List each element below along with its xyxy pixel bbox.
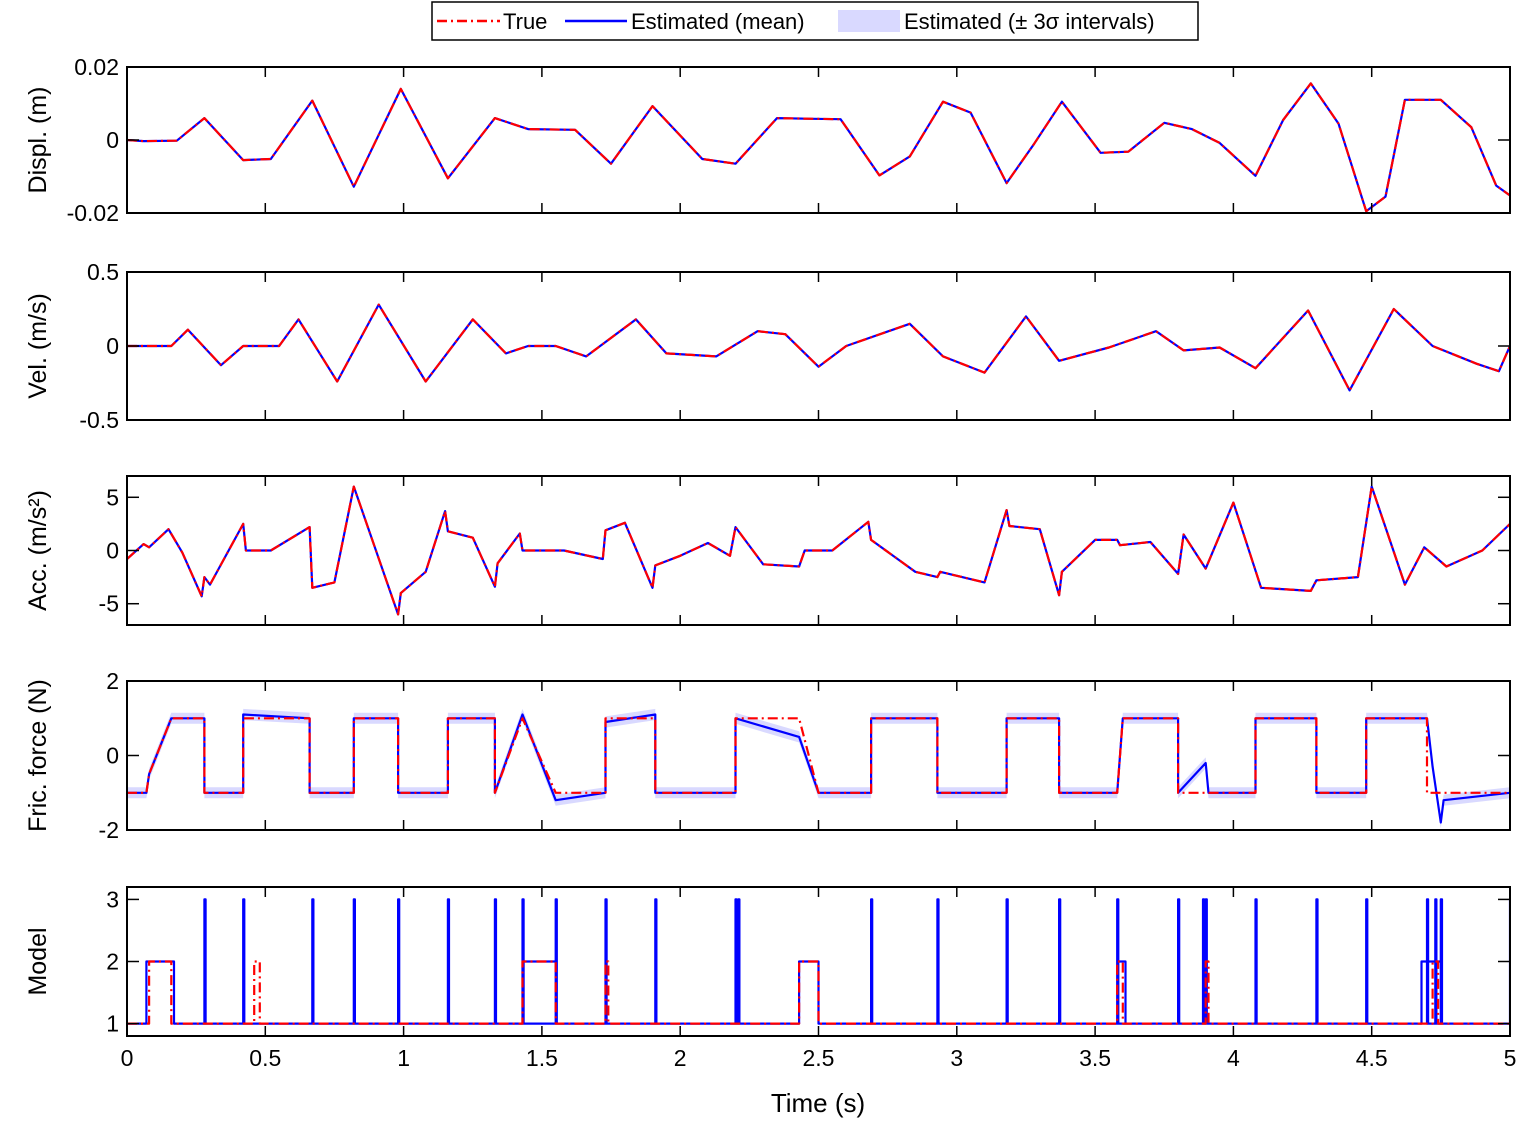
friction-force-ytick-label: 0 bbox=[106, 743, 119, 769]
panel-velocity: -0.5 0 0.5 Vel. (m/s) bbox=[24, 259, 1511, 433]
velocity-ylabel: Vel. (m/s) bbox=[24, 293, 52, 399]
displacement-ytick-label: 0.02 bbox=[74, 54, 119, 80]
velocity-plot-area bbox=[127, 303, 1510, 392]
xtick-label: 5 bbox=[1504, 1045, 1517, 1071]
acceleration-true-line bbox=[127, 485, 1510, 616]
friction-force-interval-band bbox=[127, 708, 1510, 829]
xtick-label: 1 bbox=[397, 1045, 410, 1071]
friction-force-true-line bbox=[127, 717, 1510, 794]
displacement-ytick-label: 0 bbox=[106, 127, 119, 153]
velocity-true-line bbox=[127, 303, 1510, 392]
legend-true-label: True bbox=[503, 9, 547, 34]
acceleration-ytick-label: 5 bbox=[106, 484, 119, 510]
legend-interval-swatch bbox=[838, 10, 900, 32]
displacement-plot-area bbox=[127, 82, 1510, 213]
displacement-ylabel: Displ. (m) bbox=[24, 87, 52, 194]
friction-force-ytick-label: -2 bbox=[99, 817, 119, 843]
velocity-axes-box bbox=[126, 271, 1511, 421]
xtick-label: 2 bbox=[674, 1045, 687, 1071]
acceleration-ytick-label: -5 bbox=[99, 591, 119, 617]
model-ytick-label: 1 bbox=[106, 1011, 119, 1037]
x-axis-label: Time (s) bbox=[771, 1088, 865, 1118]
acceleration-ytick-label: 0 bbox=[106, 538, 119, 564]
panel-acceleration: -5 0 5 Acc. (m/s²) bbox=[24, 475, 1511, 626]
legend-box bbox=[431, 1, 1199, 41]
legend: True Estimated (mean) Estimated (± 3σ in… bbox=[431, 1, 1199, 41]
xtick-label: 3.5 bbox=[1079, 1045, 1111, 1071]
model-ytick-label: 2 bbox=[106, 949, 119, 975]
acceleration-plot-area bbox=[127, 485, 1510, 616]
xtick-label: 2.5 bbox=[803, 1045, 835, 1071]
xtick-label: 1.5 bbox=[526, 1045, 558, 1071]
model-true-line bbox=[127, 960, 1510, 1025]
panel-displacement: -0.02 0 0.02 Displ. (m) bbox=[24, 54, 1511, 226]
model-ytick-label: 3 bbox=[106, 886, 119, 912]
legend-interval-label: Estimated (± 3σ intervals) bbox=[904, 9, 1155, 34]
velocity-ytick-label: 0 bbox=[106, 333, 119, 359]
displacement-true-line bbox=[127, 82, 1510, 213]
friction-force-ylabel: Fric. force (N) bbox=[24, 679, 52, 832]
friction-force-estimated-mean-line bbox=[127, 713, 1510, 824]
displacement-ytick-label: -0.02 bbox=[67, 200, 119, 226]
model-ylabel: Model bbox=[24, 927, 52, 995]
xtick-label: 0 bbox=[121, 1045, 134, 1071]
friction-force-plot-area bbox=[127, 708, 1510, 829]
xtick-label: 4 bbox=[1227, 1045, 1240, 1071]
panel-friction-force: -2 0 2 Fric. force (N) bbox=[24, 668, 1511, 843]
displacement-axes-box bbox=[126, 66, 1511, 214]
model-estimated-mean-line bbox=[127, 898, 1510, 1025]
xtick-label: 3 bbox=[950, 1045, 963, 1071]
xtick-label: 4.5 bbox=[1356, 1045, 1388, 1071]
velocity-ytick-label: 0.5 bbox=[87, 259, 119, 285]
acceleration-ylabel: Acc. (m/s²) bbox=[24, 490, 52, 611]
panel-model: 1 2 3 0 0.5 1 1.5 2 2.5 3 3.5 4 4.5 5 Model bbox=[24, 886, 1516, 1071]
displacement-estimated-mean-line bbox=[127, 82, 1510, 213]
friction-force-ytick-label: 2 bbox=[106, 668, 119, 694]
velocity-ytick-label: -0.5 bbox=[79, 407, 119, 433]
xtick-label: 0.5 bbox=[249, 1045, 281, 1071]
legend-mean-label: Estimated (mean) bbox=[631, 9, 805, 34]
model-plot-area bbox=[127, 898, 1510, 1025]
friction-force-axes-box bbox=[126, 680, 1511, 831]
